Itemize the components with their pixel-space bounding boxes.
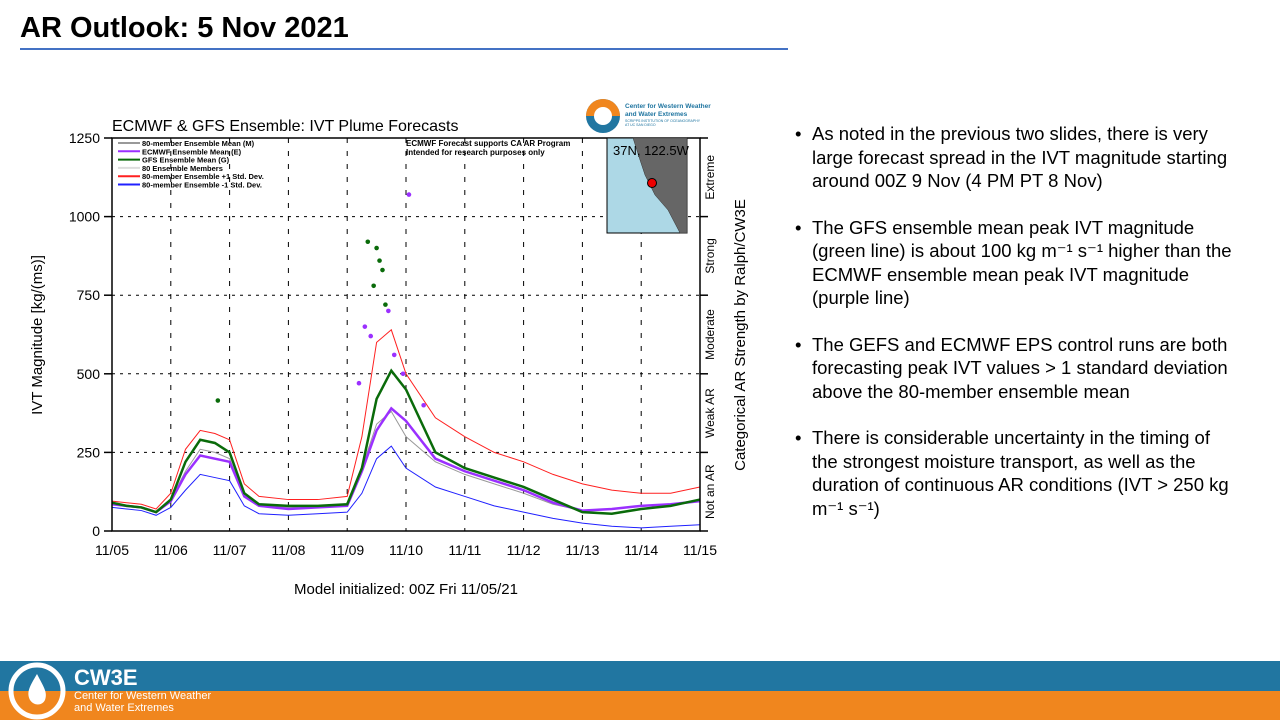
x-tick-label: 11/14	[624, 542, 658, 558]
x-axis-label: Model initialized: 00Z Fri 11/05/21	[294, 581, 518, 598]
x-axis: 11/05 11/06 11/07 11/08 11/09 11/10 11/11 11/12…	[95, 542, 717, 558]
ar-category-label: Strong	[703, 238, 717, 273]
series-lines	[111, 328, 701, 529]
footer-bar-bottom	[0, 691, 1280, 720]
control-points	[215, 192, 426, 408]
control-point	[406, 192, 412, 197]
y-axis-label: IVT Magnitude [kg/(ms)]	[29, 255, 46, 415]
control-point	[368, 333, 374, 339]
control-point	[377, 258, 382, 263]
legend-entry: 80-member Ensemble -1 Std. Dev.	[142, 181, 262, 190]
control-point	[386, 308, 391, 314]
control-point	[391, 352, 397, 358]
bullet-item: As noted in the previous two slides, the…	[795, 122, 1240, 193]
ar-category-label: Weak AR	[703, 388, 717, 438]
location-marker	[647, 178, 657, 188]
control-point	[215, 398, 221, 403]
bullet-list: As noted in the previous two slides, the…	[795, 122, 1240, 543]
x-tick-label: 11/09	[330, 542, 364, 558]
ar-category-label: Extreme	[703, 155, 717, 200]
series-line-1	[111, 406, 701, 514]
legend-entry: ECMWF Ensemble Mean (E)	[142, 147, 242, 156]
chart-logo: Center for Western Weather and Water Ext…	[586, 99, 711, 133]
x-tick-label: 11/12	[507, 542, 541, 558]
ar-category-label: Moderate	[703, 309, 717, 360]
y-tick-label: 1000	[69, 209, 100, 225]
control-point	[380, 267, 385, 273]
control-point	[356, 380, 362, 386]
y-tick-label: 1250	[69, 130, 100, 146]
note-line2: Intended for research purposes only	[406, 148, 545, 157]
series-line-5	[111, 445, 701, 529]
logo-line1: Center for Western Weather	[625, 103, 711, 110]
title-underline	[20, 48, 788, 50]
x-tick-label: 11/13	[565, 542, 599, 558]
logo-line4: AT UC SAN DIEGO	[625, 123, 656, 127]
legend-entry: GFS Ensemble Mean (G)	[142, 156, 230, 165]
plot-frame	[111, 137, 701, 532]
y-axis-right-label: Categorical AR Strength by Ralph/CW3E	[732, 199, 749, 471]
location-map: 37N, 122.5W	[606, 137, 690, 234]
ar-categories: Not an AR Weak AR Moderate Strong Extreme	[703, 155, 717, 519]
control-point	[383, 302, 388, 307]
footer-org-name: CW3E	[74, 665, 138, 690]
chart-title: ECMWF & GFS Ensemble: IVT Plume Forecast…	[112, 118, 458, 135]
legend-entry: 80-member Ensemble Mean (M)	[142, 139, 255, 148]
x-tick-label: 11/07	[213, 542, 247, 558]
footer-line1: Center for Western Weather	[74, 690, 212, 702]
y-tick-label: 0	[92, 523, 100, 539]
control-point	[400, 371, 406, 377]
ar-category-label: Not an AR	[703, 464, 717, 519]
control-point	[374, 245, 379, 251]
bullet-item: The GEFS and ECMWF EPS control runs are …	[795, 333, 1240, 404]
bullet-item: The GFS ensemble mean peak IVT magnitude…	[795, 216, 1240, 310]
legend-entry: 80 Ensemble Members	[142, 164, 223, 173]
bullet-item: There is considerable uncertainty in the…	[795, 426, 1240, 520]
control-point	[362, 324, 368, 329]
control-point	[371, 283, 376, 289]
y-tick-label: 500	[77, 366, 101, 382]
footer-org-full: Center for Western Weather and Water Extr…	[74, 690, 211, 714]
control-point	[365, 239, 371, 245]
legend: 80-member Ensemble Mean (M)ECMWF Ensembl…	[118, 139, 264, 190]
legend-entry: 80-member Ensemble +1 Std. Dev.	[142, 172, 264, 181]
location-label: 37N, 122.5W	[613, 143, 690, 158]
series-line-2	[111, 368, 701, 515]
y-axis: 0 250 500 750 1000 1250	[69, 130, 708, 539]
note-line1: ECMWF Forecast supports CA AR Program	[406, 139, 570, 148]
slide-title: AR Outlook: 5 Nov 2021	[20, 12, 349, 44]
y-tick-label: 750	[77, 287, 101, 303]
series-line-4	[111, 328, 701, 510]
x-tick-label: 11/05	[95, 542, 129, 558]
footer-line2: and Water Extremes	[74, 702, 174, 714]
x-tick-label: 11/08	[271, 542, 305, 558]
control-point	[421, 402, 426, 408]
y-tick-label: 250	[77, 444, 101, 460]
logo-line3: SCRIPPS INSTITUTION OF OCEANOGRAPHY	[625, 119, 701, 123]
ivt-plume-chart: ECMWF & GFS Ensemble: IVT Plume Forecast…	[29, 99, 749, 598]
footer-bar-top	[0, 661, 1280, 691]
cw3e-logo-icon	[8, 662, 66, 720]
x-tick-label: 11/06	[154, 542, 188, 558]
x-tick-label: 11/15	[683, 542, 717, 558]
x-tick-label: 11/11	[448, 542, 481, 558]
logo-line2: and Water Extremes	[625, 111, 688, 118]
x-tick-label: 11/10	[389, 542, 423, 558]
